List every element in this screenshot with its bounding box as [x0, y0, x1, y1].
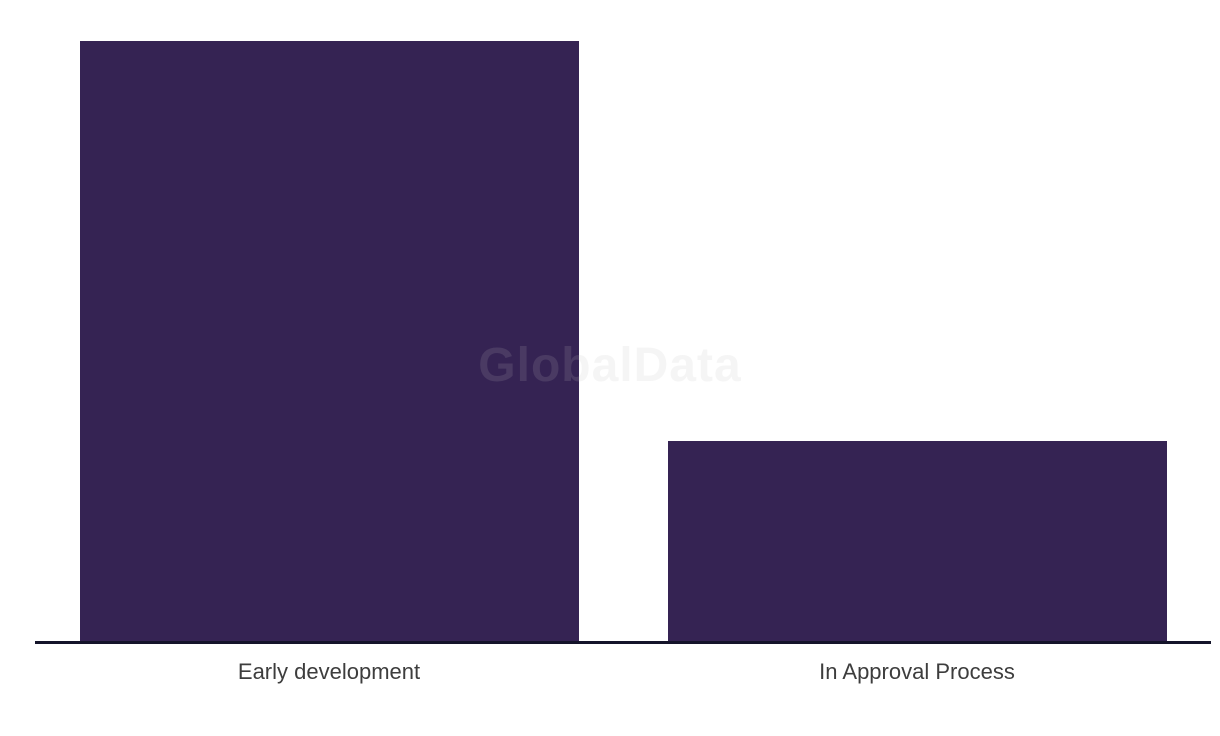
x-axis-label-in-approval-process: In Approval Process: [819, 659, 1015, 684]
bar-in-approval-process[interactable]: [668, 441, 1167, 641]
x-axis-label-early-development: Early development: [237, 659, 421, 684]
x-axis-line: [35, 641, 1211, 644]
bar-early-development[interactable]: [80, 41, 579, 641]
